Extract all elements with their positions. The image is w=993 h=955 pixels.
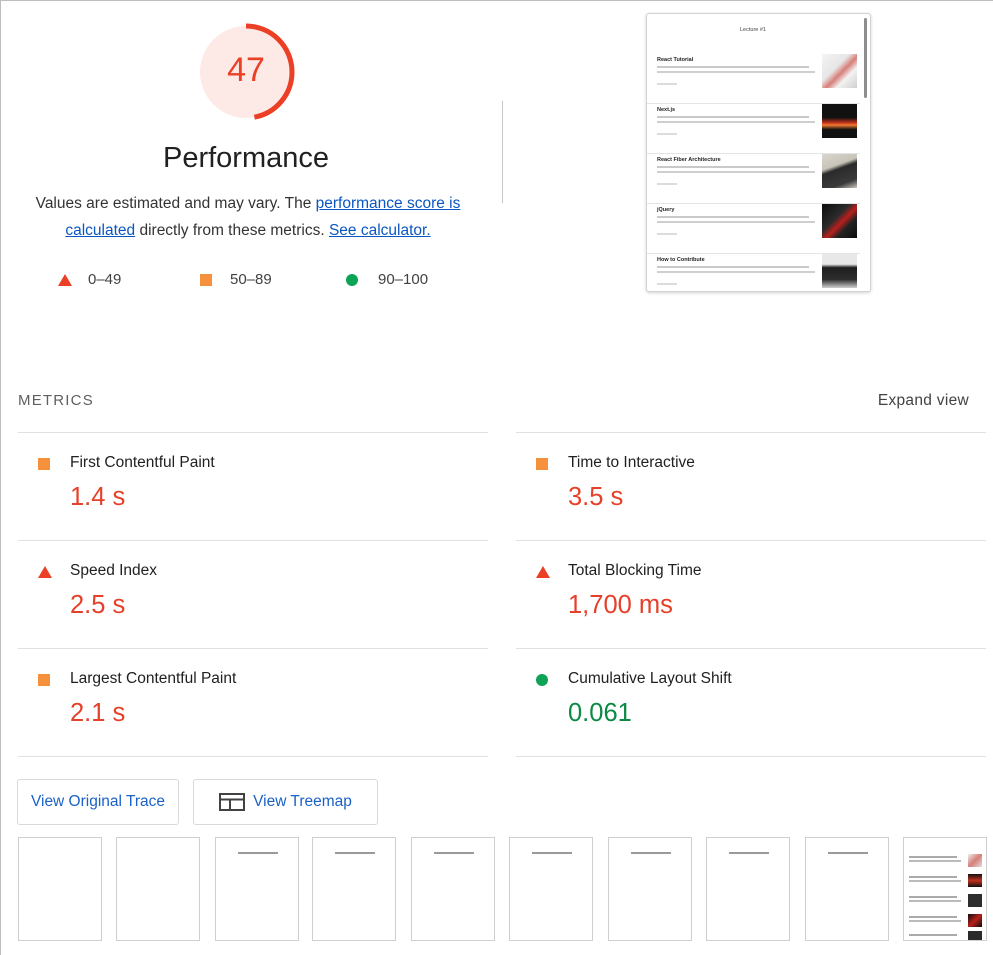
filmstrip-frame bbox=[116, 837, 200, 941]
description-text: Values are estimated and may vary. The bbox=[35, 195, 316, 212]
list-item: How to Contribute bbox=[647, 254, 860, 291]
metric-first-contentful-paint: First Contentful Paint 1.4 s bbox=[18, 432, 488, 540]
metric-value: 2.5 s bbox=[70, 591, 126, 619]
legend-item-fail: 0–49 bbox=[58, 271, 121, 288]
thumbnail-image bbox=[822, 54, 857, 88]
thumbnail-image bbox=[822, 104, 857, 138]
metric-speed-index: Speed Index 2.5 s bbox=[18, 540, 488, 648]
filmstrip-frame: · bbox=[215, 837, 299, 941]
triangle-icon bbox=[536, 566, 550, 578]
view-original-trace-button[interactable]: View Original Trace bbox=[17, 779, 179, 825]
square-icon bbox=[38, 458, 50, 470]
triangle-icon bbox=[58, 273, 72, 286]
legend-item-average: 50–89 bbox=[200, 271, 272, 288]
filmstrip-frame: · bbox=[706, 837, 790, 941]
metric-label: Cumulative Layout Shift bbox=[568, 670, 732, 687]
square-icon bbox=[38, 674, 50, 686]
metrics-divider bbox=[18, 648, 488, 649]
list-item-title: React Tutorial bbox=[657, 57, 694, 63]
see-calculator-link[interactable]: See calculator. bbox=[328, 222, 431, 239]
metric-cumulative-layout-shift: Cumulative Layout Shift 0.061 bbox=[516, 648, 986, 756]
square-icon bbox=[200, 273, 212, 286]
treemap-icon bbox=[219, 793, 246, 811]
gauge-arc bbox=[197, 23, 295, 121]
list-item-title: Next.js bbox=[657, 107, 676, 113]
circle-icon bbox=[346, 273, 358, 286]
performance-score-link[interactable]: performance score is calculated bbox=[65, 195, 461, 239]
metrics-divider bbox=[18, 432, 488, 433]
score-gauge-svg bbox=[197, 23, 295, 121]
list-item: Next.js bbox=[647, 104, 860, 154]
filmstrip-frame: · bbox=[312, 837, 396, 941]
legend-range: 50–89 bbox=[230, 271, 272, 288]
filmstrip-frame: · bbox=[411, 837, 495, 941]
circle-icon bbox=[536, 674, 548, 686]
legend-item-pass: 90–100 bbox=[346, 271, 428, 288]
metric-label: Time to Interactive bbox=[568, 454, 695, 471]
performance-title: Performance bbox=[162, 142, 329, 174]
thumbnail-image bbox=[822, 254, 857, 288]
thumbnail-image bbox=[822, 204, 857, 238]
metrics-divider bbox=[516, 540, 986, 541]
metric-largest-contentful-paint: Largest Contentful Paint 2.1 s bbox=[18, 648, 488, 756]
expand-view-button[interactable]: Expand view bbox=[877, 392, 969, 409]
list-item-title: How to Contribute bbox=[657, 257, 705, 263]
list-item: jQuery bbox=[647, 204, 860, 254]
final-screenshot-scrollbar bbox=[864, 18, 867, 98]
list-item-title: React Fiber Architecture bbox=[657, 157, 721, 163]
button-label: View Treemap bbox=[253, 793, 352, 810]
filmstrip-frame bbox=[18, 837, 102, 941]
metric-label: Speed Index bbox=[70, 562, 158, 579]
metric-total-blocking-time: Total Blocking Time 1,700 ms bbox=[516, 540, 986, 648]
metric-value: 1,700 ms bbox=[568, 591, 673, 619]
triangle-icon bbox=[38, 566, 52, 578]
list-item: React Fiber Architecture bbox=[647, 154, 860, 204]
header-divider bbox=[502, 101, 503, 203]
metrics-heading: METRICS bbox=[18, 392, 94, 409]
filmstrip-frame-loaded: · bbox=[903, 837, 987, 941]
filmstrip-frame: · bbox=[509, 837, 593, 941]
metric-value: 0.061 bbox=[568, 699, 632, 727]
metric-value: 1.4 s bbox=[70, 483, 126, 511]
description-text-middle: directly from these metrics. bbox=[135, 222, 329, 239]
metric-value: 3.5 s bbox=[568, 483, 624, 511]
metrics-divider bbox=[18, 756, 488, 757]
thumbnail-image bbox=[822, 154, 857, 188]
list-item: React Tutorial bbox=[647, 54, 860, 104]
filmstrip-frame: · bbox=[805, 837, 889, 941]
metric-label: First Contentful Paint bbox=[70, 454, 215, 471]
metrics-divider bbox=[18, 540, 488, 541]
metric-label: Largest Contentful Paint bbox=[70, 670, 237, 687]
legend-range: 0–49 bbox=[88, 271, 122, 288]
view-treemap-button[interactable]: View Treemap bbox=[193, 779, 378, 825]
metric-label: Total Blocking Time bbox=[568, 562, 702, 579]
metrics-divider bbox=[516, 756, 986, 757]
metric-time-to-interactive: Time to Interactive 3.5 s bbox=[516, 432, 986, 540]
final-screenshot[interactable]: Lecture #1 React Tutorial Next.js React … bbox=[646, 13, 871, 292]
metrics-divider bbox=[516, 648, 986, 649]
performance-score-value: 47 bbox=[227, 51, 265, 89]
square-icon bbox=[536, 458, 548, 470]
metric-value: 2.1 s bbox=[70, 699, 126, 727]
button-label: View Original Trace bbox=[30, 793, 166, 810]
filmstrip-frame: · bbox=[608, 837, 692, 941]
metrics-divider bbox=[516, 432, 986, 433]
performance-description: Values are estimated and may vary. The p… bbox=[18, 190, 478, 244]
list-item-title: jQuery bbox=[657, 207, 675, 213]
legend-range: 90–100 bbox=[378, 271, 429, 288]
final-screenshot-header: Lecture #1 bbox=[740, 27, 766, 33]
gauge-background bbox=[200, 26, 292, 118]
performance-score-gauge: 47 bbox=[194, 20, 298, 124]
